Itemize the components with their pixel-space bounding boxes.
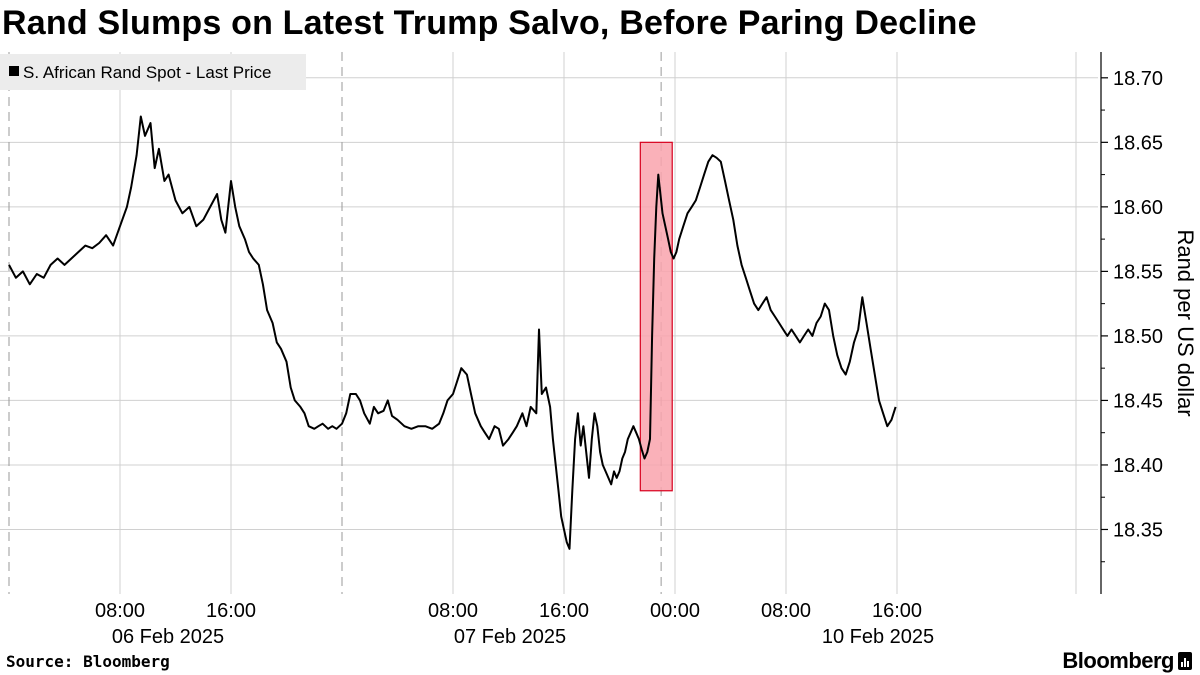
brand-name: Bloomberg [1062,648,1174,673]
x-tick-label: 08:00 [761,600,811,622]
bloomberg-terminal-icon [1178,652,1192,670]
legend-box [0,54,306,90]
chart-title: Rand Slumps on Latest Trump Salvo, Befor… [2,4,977,42]
legend: S. African Rand Spot - Last Price [0,54,306,90]
x-tick-label: 16:00 [539,600,589,622]
x-date-label: 07 Feb 2025 [454,626,566,648]
source-note: Source: Bloomberg [6,652,170,671]
y-tick-label: 18.35 [1113,519,1163,541]
y-tick-label: 18.40 [1113,455,1163,477]
x-axis: 08:00 06 Feb 2025 16:00 08:00 07 Feb 2025 16:… [95,600,934,648]
x-tick-label: 08:00 [428,600,478,622]
series-line [8,115,897,550]
day-separators [8,52,1077,594]
x-tick-label: 00:00 [650,600,700,622]
x-date-label: 10 Feb 2025 [822,626,934,648]
y-tick-label: 18.65 [1113,132,1163,154]
x-tick-label: 16:00 [206,600,256,622]
horizontal-gridlines [0,77,1098,530]
y-tick-label: 18.70 [1113,68,1163,90]
x-tick-label: 16:00 [872,600,922,622]
y-tick-label: 18.45 [1113,390,1163,412]
y-axis-label: Rand per US dollar [1173,229,1198,416]
legend-swatch [9,66,19,76]
legend-label: S. African Rand Spot - Last Price [23,63,272,82]
x-date-label: 06 Feb 2025 [112,626,224,648]
y-tick-label: 18.55 [1113,261,1163,283]
series-group [8,115,897,550]
brand-logo: Bloomberg [1062,648,1192,674]
y-axis: 18.35 18.40 18.45 18.50 18.55 18.60 18.65 18.70 [1100,52,1163,594]
y-tick-label: 18.50 [1113,326,1163,348]
vertical-gridlines [119,52,898,594]
x-tick-label: 08:00 [95,600,145,622]
y-tick-label: 18.60 [1113,197,1163,219]
